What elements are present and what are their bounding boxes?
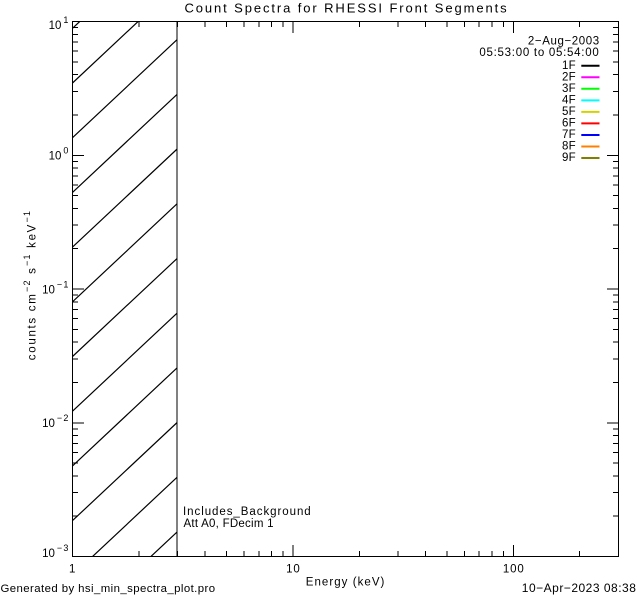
- svg-text:100: 100: [503, 564, 525, 576]
- svg-text:Energy (keV): Energy (keV): [306, 576, 386, 588]
- svg-text:8F: 8F: [562, 141, 576, 153]
- svg-text:1: 1: [69, 564, 75, 576]
- svg-text:1F: 1F: [562, 60, 576, 72]
- svg-text:5F: 5F: [562, 106, 576, 118]
- svg-text:Att A0, FDecim 1: Att A0, FDecim 1: [184, 518, 274, 530]
- svg-text:2−Aug−2003: 2−Aug−2003: [528, 36, 600, 48]
- svg-text:10: 10: [286, 564, 301, 576]
- svg-text:Generated by hsi_min_spectra_p: Generated by hsi_min_spectra_plot.pro: [1, 583, 216, 595]
- svg-text:Includes_Background: Includes_Background: [183, 506, 312, 518]
- svg-text:6F: 6F: [562, 118, 576, 130]
- svg-text:05:53:00 to 05:54:00: 05:53:00 to 05:54:00: [479, 47, 599, 59]
- svg-text:counts cm−2 s−1 keV−1: counts cm−2 s−1 keV−1: [22, 210, 39, 360]
- svg-text:4F: 4F: [562, 94, 576, 106]
- svg-text:9F: 9F: [562, 152, 576, 164]
- svg-text:7F: 7F: [562, 129, 576, 141]
- svg-text:Count Spectra for RHESSI Front: Count Spectra for RHESSI Front Segments: [184, 1, 508, 16]
- svg-text:2F: 2F: [562, 71, 576, 83]
- svg-text:3F: 3F: [562, 83, 576, 95]
- svg-text:10−Apr−2023 08:38: 10−Apr−2023 08:38: [522, 581, 637, 595]
